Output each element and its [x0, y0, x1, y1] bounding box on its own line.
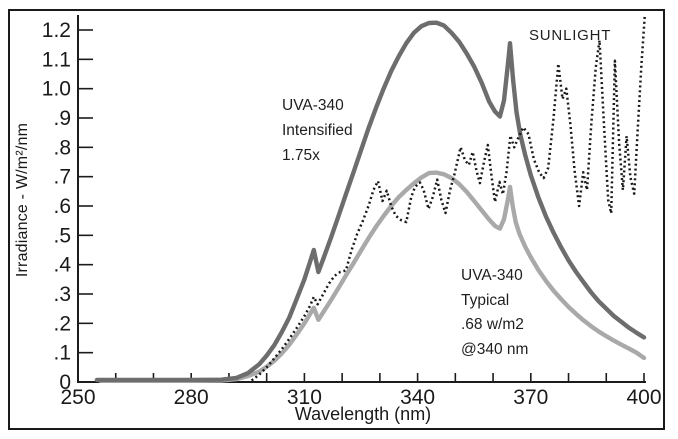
annotation-uva340-typical: UVA-340 Typical .68 w/m2 @340 nm	[461, 264, 528, 362]
x-tick-label: 310	[287, 386, 322, 409]
y-tick-label: .3	[53, 283, 71, 306]
x-tick-label: 250	[60, 386, 95, 409]
y-tick-label: 1.1	[42, 48, 71, 71]
uva340-typical-curve	[98, 170, 647, 383]
y-tick-label: .2	[53, 312, 71, 335]
annotation-line: UVA-340	[461, 267, 523, 284]
y-tick-label: 0	[59, 371, 71, 394]
y-tick-label: .8	[53, 136, 71, 159]
annotation-line: Typical	[461, 291, 510, 309]
y-tick-label: .1	[53, 342, 71, 365]
annotation-line: 1.75x	[282, 147, 320, 164]
annotation-line: .68 w/m2	[461, 316, 524, 333]
annotation-line: Intensified	[282, 122, 353, 139]
annotation-sunlight: SUNLIGHT	[529, 27, 612, 44]
y-tick-label: .7	[53, 166, 71, 189]
x-tick-label: 400	[626, 386, 661, 409]
y-tick-label: .6	[53, 195, 71, 218]
y-tick-label: 1.0	[42, 78, 71, 101]
y-tick-label: 1.2	[42, 19, 71, 42]
y-tick-label: .4	[53, 254, 71, 277]
axis-lines	[77, 15, 646, 383]
y-tick-label: .9	[53, 107, 71, 130]
x-tick-label: 370	[513, 386, 548, 409]
annotation-line: UVA-340	[282, 97, 344, 114]
x-tick-label: 280	[174, 386, 209, 409]
annotation-line: @340 nm	[461, 340, 529, 358]
x-tick-label: 340	[400, 386, 435, 409]
y-tick-label: .5	[53, 224, 71, 247]
uva340-intensified-curve	[94, 20, 647, 383]
x-axis-title: Wavelength (nm)	[294, 404, 432, 424]
y-axis-title: Irradiance - W/m²/nm	[14, 122, 31, 278]
sunlight-curve	[250, 15, 647, 382]
annotation-uva340-intensified: UVA-340 Intensified 1.75x	[282, 93, 353, 168]
